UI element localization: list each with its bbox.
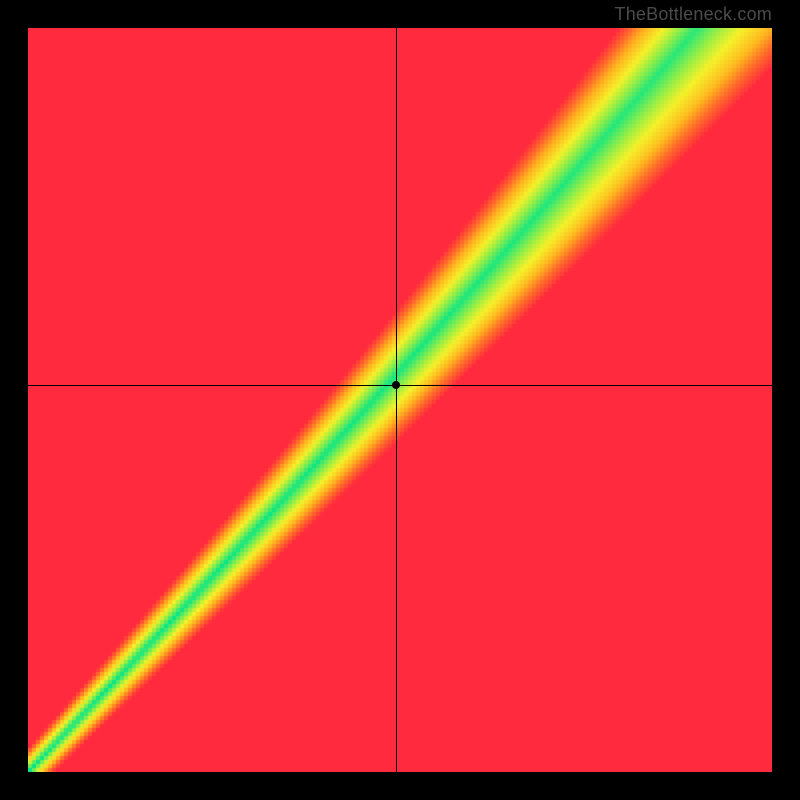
crosshair-horizontal [28, 385, 772, 386]
crosshair-vertical [396, 28, 397, 772]
watermark: TheBottleneck.com [615, 4, 772, 25]
selection-marker [392, 381, 400, 389]
bottleneck-heatmap [28, 28, 772, 772]
heatmap-canvas [28, 28, 772, 772]
